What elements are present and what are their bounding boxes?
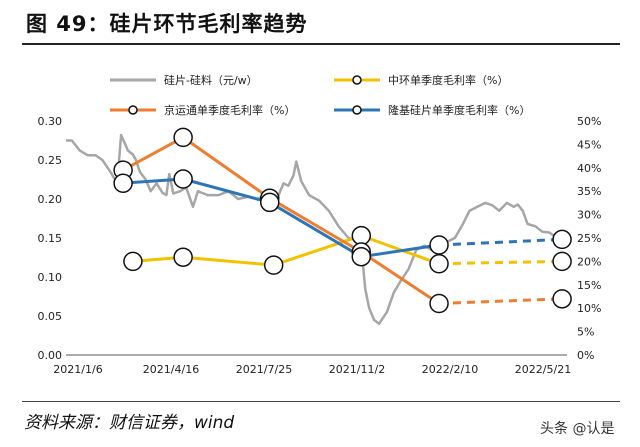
left-axis-tick-label: 0.25 xyxy=(38,154,63,167)
data-point-marker xyxy=(259,192,280,213)
data-point-marker xyxy=(429,253,449,274)
legend-label: 硅片-硅料（元/w） xyxy=(164,73,258,87)
data-point-marker xyxy=(552,229,572,250)
right-axis-tick-label: 50% xyxy=(577,115,601,128)
legend-marker xyxy=(352,75,362,85)
left-axis-tick-label: 0.20 xyxy=(38,193,63,206)
legend-label: 京运通单季度毛利率（%） xyxy=(164,103,295,117)
x-axis-tick-label: 2022/2/10 xyxy=(422,363,478,376)
x-axis-tick-label: 2022/5/21 xyxy=(515,363,571,376)
left-axis-tick-label: 0.15 xyxy=(38,232,63,245)
legend-marker xyxy=(352,105,362,115)
data-point-marker xyxy=(552,251,572,272)
data-point-marker xyxy=(173,247,193,267)
left-axis-tick-label: 0.05 xyxy=(38,310,63,323)
left-axis-tick-label: 0.10 xyxy=(38,271,63,284)
left-axis-tick-label: 0.30 xyxy=(38,115,63,128)
right-axis-tick-label: 30% xyxy=(577,209,601,222)
x-axis-tick-label: 2021/11/2 xyxy=(329,363,385,376)
right-axis-tick-label: 15% xyxy=(577,279,601,292)
right-axis-tick-label: 10% xyxy=(577,302,601,315)
right-axis-tick-label: 25% xyxy=(577,232,601,245)
data-point-marker xyxy=(429,235,449,255)
watermark: 头条 @认是 xyxy=(540,421,615,437)
data-point-marker xyxy=(123,251,143,272)
right-axis-tick-label: 0% xyxy=(577,349,594,362)
legend-label: 隆基硅片单季度毛利率（%） xyxy=(388,103,530,117)
x-axis-tick-label: 2021/1/6 xyxy=(53,363,102,376)
source-note: 资料来源：财信证券，wind xyxy=(24,413,235,433)
legend-label: 中环单季度毛利率（%） xyxy=(388,73,508,87)
x-axis-tick-label: 2021/7/25 xyxy=(236,363,292,376)
x-axis-tick-label: 2021/4/16 xyxy=(143,363,199,376)
right-axis-tick-label: 20% xyxy=(577,255,601,268)
series-line-0 xyxy=(66,133,568,326)
series-line-2 xyxy=(122,135,440,305)
left-axis-tick-label: 0.00 xyxy=(38,349,63,362)
figure-title: 图 49：硅片环节毛利率趋势 xyxy=(26,12,308,36)
data-point-marker xyxy=(552,289,572,309)
line-chart: 0.00 0.05 0.10 0.15 0.20 0.25 0.30 0% 5% 10% 15% 20… xyxy=(38,73,602,376)
data-point-marker xyxy=(429,293,449,314)
data-point-marker xyxy=(173,169,193,189)
data-point-marker xyxy=(113,173,133,193)
series-forecast-line-1 xyxy=(438,259,563,266)
data-point-marker xyxy=(173,127,193,148)
data-point-marker xyxy=(263,255,284,275)
legend-marker xyxy=(128,105,138,115)
series-forecast-line-2 xyxy=(438,297,563,305)
right-axis-tick-label: 45% xyxy=(577,138,601,151)
right-axis-tick-label: 40% xyxy=(577,162,601,175)
right-axis-tick-label: 5% xyxy=(577,326,594,339)
title-rule xyxy=(22,43,620,45)
data-point-marker xyxy=(351,225,372,246)
series-forecast-line-3 xyxy=(438,237,563,247)
footer-rule xyxy=(22,401,620,402)
right-axis-tick-label: 35% xyxy=(577,185,601,198)
data-point-marker xyxy=(351,246,372,267)
